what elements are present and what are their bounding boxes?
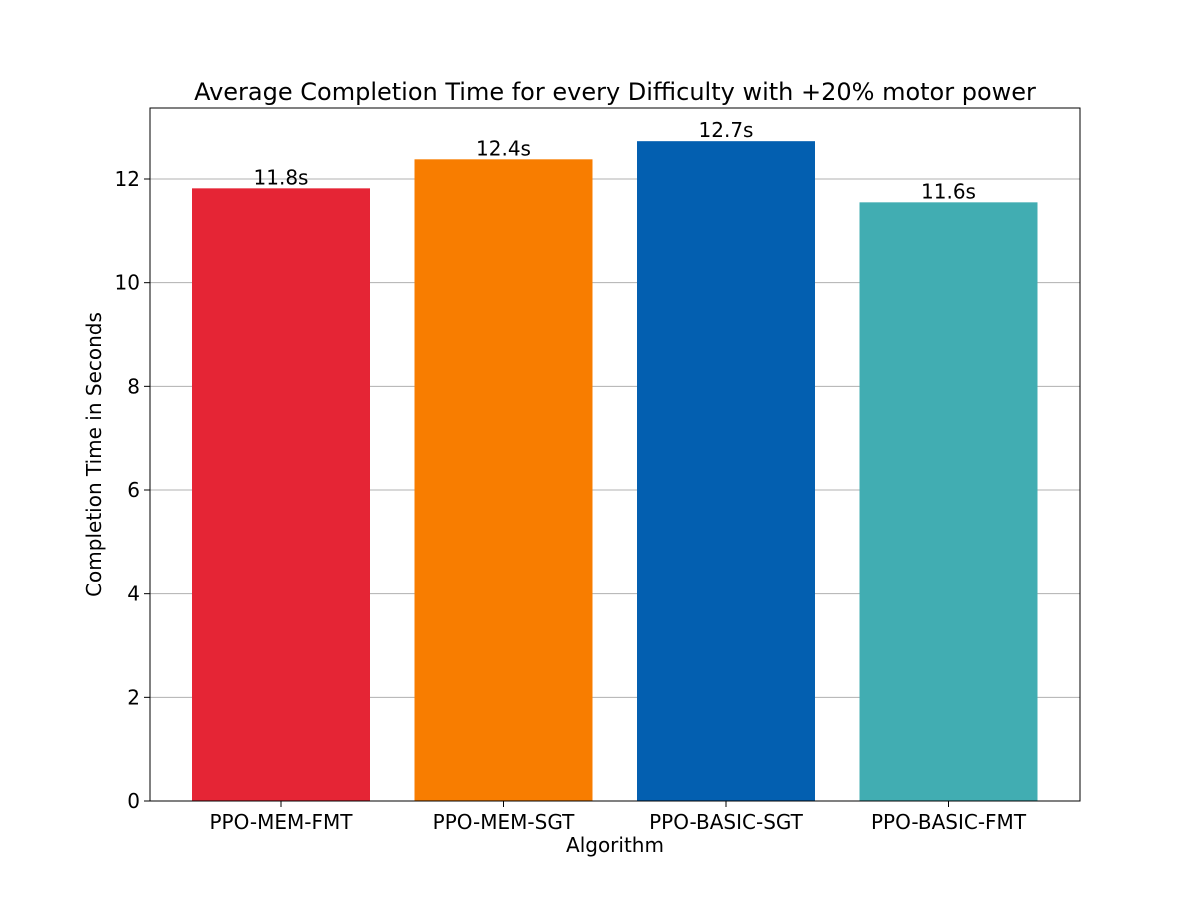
bar-data-label: 11.6s (921, 179, 976, 203)
bar (637, 141, 815, 801)
x-tick-label: PPO-MEM-SGT (433, 810, 575, 834)
y-tick-label: 10 (115, 271, 140, 295)
data-labels: 11.8s 12.4s 12.7s 11.6s (254, 118, 976, 203)
y-tick-label: 2 (127, 685, 140, 709)
x-axis-ticks: PPO-MEM-FMT PPO-MEM-SGT PPO-BASIC-SGT PPO-B… (210, 801, 1027, 834)
bar (414, 159, 593, 801)
x-tick-label: PPO-MEM-FMT (210, 810, 354, 834)
chart-title: Average Completion Time for every Diffic… (194, 78, 1036, 106)
bar-data-label: 12.4s (476, 136, 531, 160)
y-axis-label: Completion Time in Seconds (82, 312, 106, 597)
x-axis-label: Algorithm (566, 833, 664, 857)
y-axis-ticks: 0 2 4 6 8 10 12 (115, 167, 150, 813)
bar (859, 202, 1038, 801)
x-tick-label: PPO-BASIC-SGT (649, 810, 804, 834)
bar-data-label: 11.8s (254, 165, 309, 189)
y-tick-label: 6 (127, 478, 140, 502)
x-tick-label: PPO-BASIC-FMT (871, 810, 1027, 834)
bar (192, 188, 370, 801)
plot-frame (149, 107, 1081, 802)
y-tick-label: 12 (115, 167, 140, 191)
bars (192, 141, 1038, 801)
y-tick-label: 4 (127, 582, 140, 606)
y-tick-label: 8 (127, 374, 140, 398)
bar-data-label: 12.7s (699, 118, 754, 142)
y-tick-label: 0 (127, 789, 140, 813)
